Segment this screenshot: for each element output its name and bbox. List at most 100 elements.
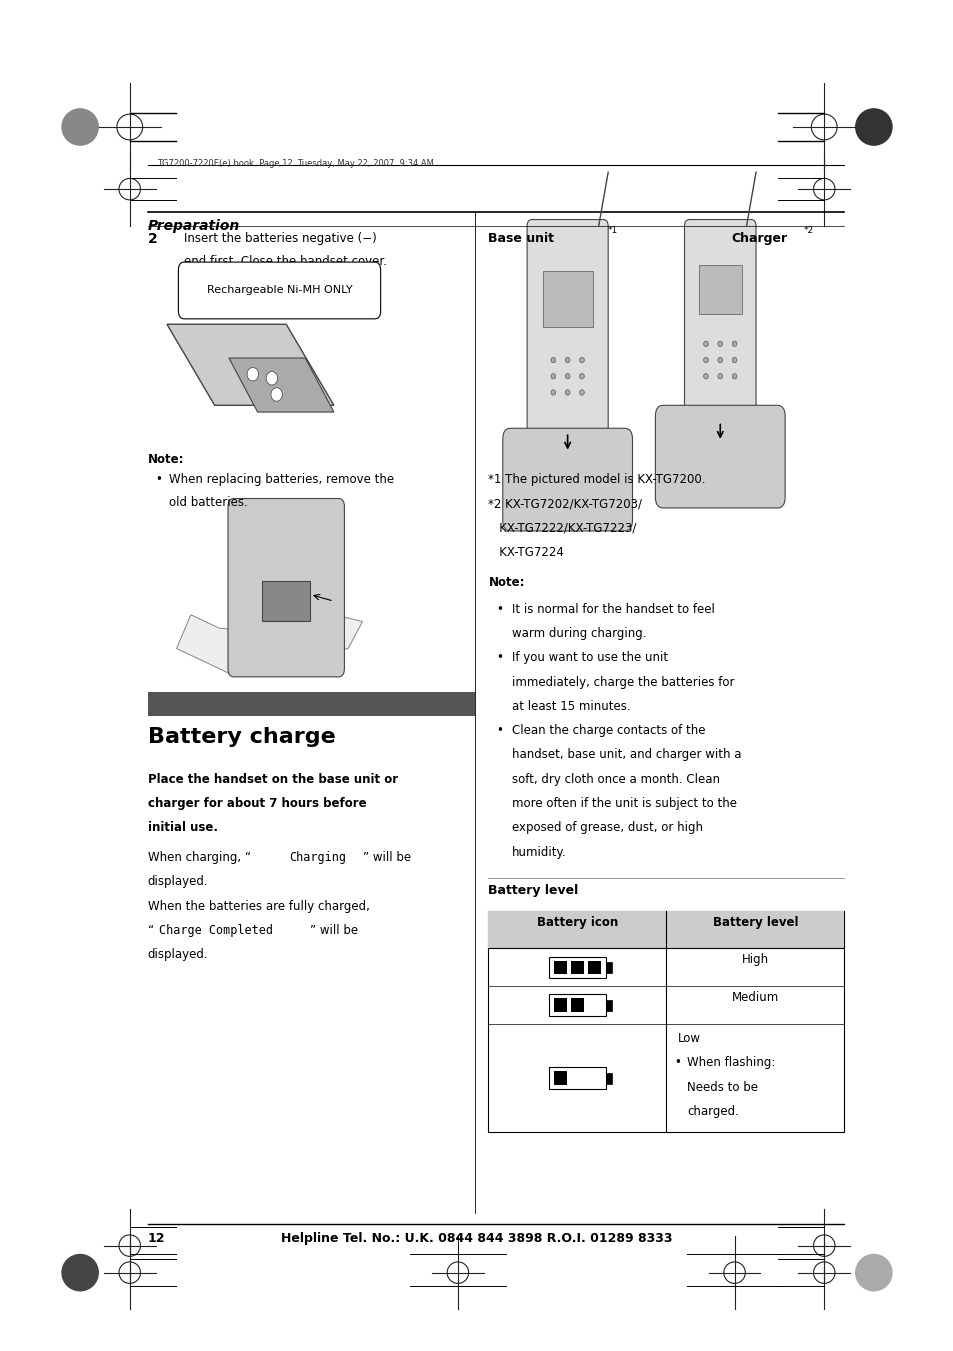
Text: If you want to use the unit: If you want to use the unit — [512, 651, 668, 665]
Text: Battery level: Battery level — [712, 916, 798, 929]
Bar — [148, 692, 475, 716]
Text: *1: *1 — [607, 226, 618, 235]
Text: Battery charge: Battery charge — [148, 727, 335, 747]
Text: immediately, charge the batteries for: immediately, charge the batteries for — [512, 676, 734, 689]
Ellipse shape — [702, 340, 707, 346]
Ellipse shape — [564, 357, 569, 362]
Bar — [605, 1073, 611, 1084]
Bar — [570, 998, 583, 1012]
Ellipse shape — [702, 373, 707, 378]
Ellipse shape — [551, 390, 555, 396]
Polygon shape — [176, 615, 362, 676]
Polygon shape — [229, 358, 334, 412]
Text: KX-TG7222/KX-TG7223/: KX-TG7222/KX-TG7223/ — [488, 521, 637, 535]
Text: 2: 2 — [148, 232, 157, 246]
Text: •: • — [496, 603, 502, 616]
Ellipse shape — [732, 340, 737, 346]
Text: charger for about 7 hours before: charger for about 7 hours before — [148, 797, 366, 811]
Text: warm during charging.: warm during charging. — [512, 627, 646, 640]
Bar — [262, 581, 310, 621]
Bar — [548, 994, 605, 1016]
Text: Charging: Charging — [289, 851, 346, 865]
Text: exposed of grease, dust, or high: exposed of grease, dust, or high — [512, 821, 702, 835]
Bar — [542, 272, 592, 327]
Bar — [488, 911, 843, 1132]
Text: Needs to be: Needs to be — [686, 1081, 758, 1094]
Bar — [605, 962, 611, 973]
Bar — [587, 961, 600, 974]
Ellipse shape — [564, 390, 569, 396]
FancyBboxPatch shape — [502, 428, 632, 531]
Text: Charge Completed: Charge Completed — [159, 924, 273, 938]
Ellipse shape — [855, 1255, 891, 1290]
Text: Place the handset on the base unit or: Place the handset on the base unit or — [148, 773, 397, 786]
Bar — [605, 1000, 611, 1011]
Ellipse shape — [551, 357, 555, 362]
Ellipse shape — [551, 373, 555, 378]
Text: When the batteries are fully charged,: When the batteries are fully charged, — [148, 900, 370, 913]
Text: Clean the charge contacts of the: Clean the charge contacts of the — [512, 724, 705, 738]
Ellipse shape — [62, 1255, 98, 1290]
Ellipse shape — [855, 109, 891, 145]
Text: old batteries.: old batteries. — [169, 496, 248, 509]
Ellipse shape — [578, 390, 583, 396]
Bar — [548, 1067, 605, 1089]
Text: Rechargeable Ni-MH ONLY: Rechargeable Ni-MH ONLY — [207, 285, 352, 296]
Text: High: High — [741, 952, 768, 966]
Bar — [488, 911, 843, 948]
Ellipse shape — [732, 373, 737, 378]
Text: TG7200-7220E(e).book  Page 12  Tuesday, May 22, 2007  9:34 AM: TG7200-7220E(e).book Page 12 Tuesday, Ma… — [157, 158, 434, 168]
Text: Note:: Note: — [148, 453, 184, 466]
Text: at least 15 minutes.: at least 15 minutes. — [512, 700, 630, 713]
Text: Note:: Note: — [488, 576, 524, 589]
Ellipse shape — [702, 357, 707, 362]
Ellipse shape — [247, 367, 258, 381]
Text: *2 KX-TG7202/KX-TG7203/: *2 KX-TG7202/KX-TG7203/ — [488, 497, 641, 511]
Bar — [698, 265, 741, 315]
Text: KX-TG7224: KX-TG7224 — [488, 546, 564, 559]
Bar — [553, 961, 566, 974]
FancyBboxPatch shape — [683, 219, 755, 430]
Text: Low: Low — [677, 1032, 700, 1046]
Ellipse shape — [62, 109, 98, 145]
Text: When replacing batteries, remove the: When replacing batteries, remove the — [169, 473, 394, 486]
Text: Helpline Tel. No.: U.K. 0844 844 3898 R.O.I. 01289 8333: Helpline Tel. No.: U.K. 0844 844 3898 R.… — [281, 1232, 672, 1246]
Text: *2: *2 — [802, 226, 813, 235]
Bar — [570, 961, 583, 974]
Text: displayed.: displayed. — [148, 875, 209, 889]
Text: Insert the batteries negative (−): Insert the batteries negative (−) — [184, 232, 376, 246]
Text: •: • — [155, 473, 162, 486]
Text: •: • — [496, 651, 502, 665]
Ellipse shape — [266, 372, 277, 385]
Ellipse shape — [717, 373, 721, 378]
FancyBboxPatch shape — [228, 499, 344, 677]
Ellipse shape — [271, 388, 282, 401]
Text: Battery level: Battery level — [488, 884, 578, 897]
Text: initial use.: initial use. — [148, 821, 217, 835]
Text: ” will be: ” will be — [310, 924, 357, 938]
Text: charged.: charged. — [686, 1105, 739, 1119]
Text: Medium: Medium — [731, 990, 779, 1004]
Text: It is normal for the handset to feel: It is normal for the handset to feel — [512, 603, 715, 616]
Text: ” will be: ” will be — [362, 851, 410, 865]
Text: Preparation: Preparation — [148, 219, 240, 232]
Text: *1 The pictured model is KX-TG7200.: *1 The pictured model is KX-TG7200. — [488, 473, 705, 486]
Text: When flashing:: When flashing: — [686, 1056, 775, 1070]
Text: displayed.: displayed. — [148, 948, 209, 962]
Text: •: • — [496, 724, 502, 738]
Text: When charging, “: When charging, “ — [148, 851, 251, 865]
Text: more often if the unit is subject to the: more often if the unit is subject to the — [512, 797, 737, 811]
FancyBboxPatch shape — [655, 405, 784, 508]
Text: Charger: Charger — [731, 232, 787, 246]
Ellipse shape — [578, 357, 583, 362]
FancyBboxPatch shape — [178, 262, 380, 319]
Text: humidity.: humidity. — [512, 846, 566, 859]
Ellipse shape — [578, 373, 583, 378]
Ellipse shape — [564, 373, 569, 378]
Text: end first. Close the handset cover.: end first. Close the handset cover. — [184, 255, 387, 269]
Bar — [553, 1071, 566, 1085]
Text: handset, base unit, and charger with a: handset, base unit, and charger with a — [512, 748, 741, 762]
FancyBboxPatch shape — [526, 219, 607, 457]
Text: Base unit: Base unit — [488, 232, 554, 246]
Polygon shape — [167, 324, 334, 405]
